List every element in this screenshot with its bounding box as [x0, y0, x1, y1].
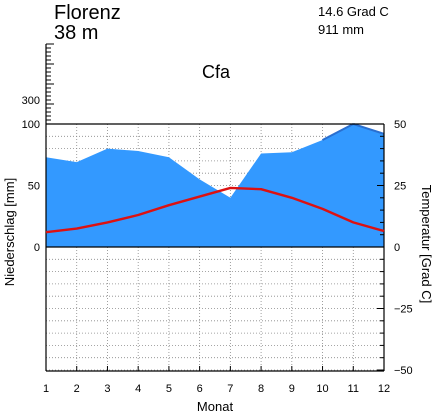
left-tick-label-50: 50 — [28, 181, 40, 193]
temperature-line — [45, 186, 385, 234]
month-label: 6 — [197, 383, 203, 395]
mean-temperature-label: 14.6 Grad C — [318, 4, 389, 19]
month-label: 8 — [258, 383, 264, 395]
month-label: 11 — [348, 383, 359, 395]
right-tick-label: −50 — [394, 365, 413, 377]
left-tick-label-100: 100 — [22, 119, 40, 131]
right-tick-label: 0 — [394, 242, 400, 254]
right-tick-label: −25 — [394, 304, 413, 316]
month-label: 12 — [378, 383, 390, 395]
right-tick-label: 25 — [394, 181, 406, 193]
temperature-line-layer — [45, 186, 385, 234]
month-label: 9 — [289, 383, 295, 395]
left-tick-label-300: 300 — [22, 95, 40, 107]
station-name: Florenz — [54, 2, 121, 24]
precipitation-excess-edge — [352, 123, 385, 135]
right-axis-title: Temperatur [Grad C] — [419, 185, 434, 304]
month-label: 10 — [316, 383, 328, 395]
left-axis-title: Niederschlag [mm] — [2, 178, 17, 286]
month-label: 5 — [166, 383, 172, 395]
month-label: 1 — [43, 383, 49, 395]
axis-frame — [45, 43, 385, 372]
left-tick-label-0: 0 — [34, 242, 40, 254]
annual-precipitation-label: 911 mm — [318, 22, 364, 37]
climate-class-label: Cfa — [202, 62, 231, 82]
month-label: 7 — [227, 383, 233, 395]
precipitation-excess-edge — [322, 123, 354, 141]
month-label: 3 — [104, 383, 110, 395]
month-label: 2 — [74, 383, 80, 395]
elevation-label: 38 m — [54, 22, 98, 44]
x-axis-title: Monat — [197, 399, 234, 414]
month-label: 4 — [135, 383, 141, 395]
right-tick-label: 50 — [394, 119, 406, 131]
